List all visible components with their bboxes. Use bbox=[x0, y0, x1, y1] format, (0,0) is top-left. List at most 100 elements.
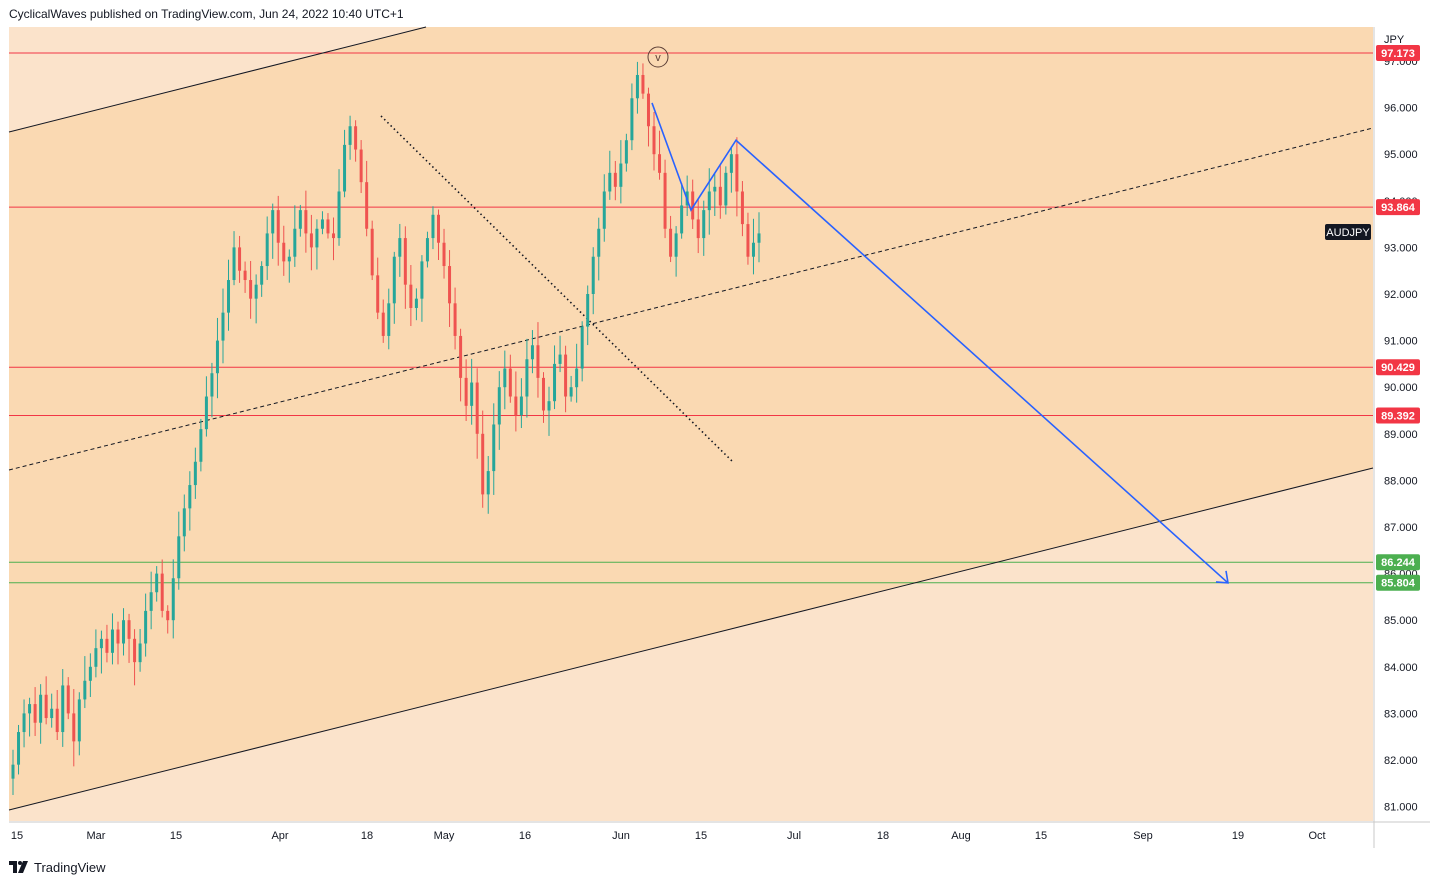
candle-body bbox=[144, 610, 148, 644]
candle-body bbox=[17, 732, 21, 765]
price-level-tag bbox=[1376, 407, 1420, 424]
price-level-tag-text: 93.864 bbox=[1381, 202, 1416, 214]
candle-body bbox=[188, 485, 192, 509]
price-tick-label: 92.000 bbox=[1384, 289, 1418, 301]
price-tick-label: 93.000 bbox=[1384, 242, 1418, 254]
candle-body bbox=[569, 387, 573, 397]
candle-body bbox=[630, 98, 634, 141]
candle-body bbox=[260, 266, 264, 285]
time-tick-label: May bbox=[434, 830, 455, 842]
candle-body bbox=[663, 172, 667, 229]
candle-body bbox=[210, 373, 214, 397]
candle-body bbox=[674, 233, 678, 257]
candle-body bbox=[530, 345, 534, 360]
price-level-tag bbox=[1376, 199, 1420, 216]
candle-body bbox=[724, 172, 728, 206]
price-level-tag-text: 86.244 bbox=[1381, 557, 1416, 569]
currency-label: JPY bbox=[1384, 34, 1405, 46]
candle-body bbox=[470, 382, 474, 406]
candle-body bbox=[326, 219, 330, 234]
candle-body bbox=[624, 140, 628, 164]
price-level-tag bbox=[1376, 574, 1420, 591]
candle-body bbox=[718, 186, 722, 206]
candle-body bbox=[442, 242, 446, 267]
candle-body bbox=[575, 368, 579, 388]
time-tick-label: 15 bbox=[695, 830, 707, 842]
candle-body bbox=[464, 377, 468, 406]
candle-body bbox=[436, 214, 440, 243]
candle-body bbox=[514, 396, 518, 416]
projection-polyline bbox=[651, 102, 1229, 584]
candle-body bbox=[635, 74, 639, 99]
candle-body bbox=[22, 713, 26, 733]
candle-body bbox=[525, 359, 529, 397]
candle-body bbox=[88, 666, 92, 681]
candle-body bbox=[403, 238, 407, 285]
time-tick-label: Aug bbox=[951, 830, 971, 842]
candle-body bbox=[729, 154, 733, 173]
candle-body bbox=[193, 461, 197, 486]
candle-body bbox=[72, 713, 76, 742]
time-tick-label: Jun bbox=[612, 830, 630, 842]
candle-body bbox=[33, 704, 37, 723]
candle-body bbox=[564, 354, 568, 397]
candle-body bbox=[503, 368, 507, 388]
price-tick-label: 83.000 bbox=[1384, 708, 1418, 720]
candle-body bbox=[713, 186, 717, 192]
price-tick-label: 89.000 bbox=[1384, 429, 1418, 441]
time-tick-label: Jul bbox=[787, 830, 801, 842]
price-tick-label: 87.000 bbox=[1384, 522, 1418, 534]
candle-body bbox=[99, 638, 103, 649]
candle-body bbox=[11, 764, 15, 779]
candle-body bbox=[232, 247, 236, 281]
candle-body bbox=[669, 228, 673, 257]
time-axis[interactable]: 15 Mar 15 Apr 18 May 16 Jun 15 Jul 18 Aug 15 Sep 19 Oct bbox=[11, 830, 1326, 842]
candle-body bbox=[221, 312, 225, 341]
price-level-tag bbox=[1376, 359, 1420, 376]
candle-body bbox=[155, 573, 159, 593]
footer-brand-text: TradingView bbox=[34, 859, 106, 875]
time-tick-label: 15 bbox=[1035, 830, 1047, 842]
candle-body bbox=[105, 638, 109, 653]
candle-body bbox=[215, 340, 219, 374]
candle-body bbox=[387, 303, 391, 336]
price-tick-label: 96.000 bbox=[1384, 103, 1418, 115]
candle-body bbox=[746, 224, 750, 257]
price-axis[interactable]: 81.00082.00083.00084.00085.00086.00087.0… bbox=[1384, 56, 1418, 814]
time-tick-label: Mar bbox=[87, 830, 106, 842]
upper-channel-line bbox=[8, 26, 427, 133]
wave-v-label: v bbox=[655, 52, 661, 64]
projection-path bbox=[651, 102, 1229, 584]
candle-body bbox=[61, 685, 65, 733]
candle-body bbox=[425, 238, 429, 262]
time-tick-label: 18 bbox=[361, 830, 373, 842]
candle-body bbox=[597, 228, 601, 257]
symbol-tag-text: AUDJPY bbox=[1326, 227, 1370, 239]
candle-body bbox=[613, 172, 617, 187]
candle-body bbox=[166, 610, 170, 621]
candle-body bbox=[343, 144, 347, 192]
candle-body bbox=[475, 382, 479, 434]
candle-body bbox=[171, 578, 175, 621]
descending-dotted-trendline bbox=[380, 115, 734, 463]
candle-body bbox=[160, 573, 164, 611]
candle-body bbox=[243, 270, 247, 281]
price-tick-label: 81.000 bbox=[1384, 802, 1418, 814]
candle-body bbox=[652, 126, 656, 155]
candle-body bbox=[459, 335, 463, 378]
candle-body bbox=[44, 694, 48, 719]
candle-body bbox=[658, 154, 662, 173]
horizontal-levels bbox=[9, 52, 1373, 584]
mid-channel-dashed-line bbox=[8, 127, 1374, 471]
candle-body bbox=[757, 233, 761, 243]
candle-body bbox=[50, 708, 54, 719]
candle-body bbox=[315, 228, 319, 248]
trend-lines bbox=[8, 26, 1374, 811]
candle-body bbox=[127, 620, 131, 639]
candle-body bbox=[298, 210, 302, 229]
candle-body bbox=[238, 247, 242, 271]
candle-body bbox=[149, 592, 153, 611]
footer-brand: TradingView bbox=[9, 858, 106, 876]
price-tick-label: 88.000 bbox=[1384, 475, 1418, 487]
